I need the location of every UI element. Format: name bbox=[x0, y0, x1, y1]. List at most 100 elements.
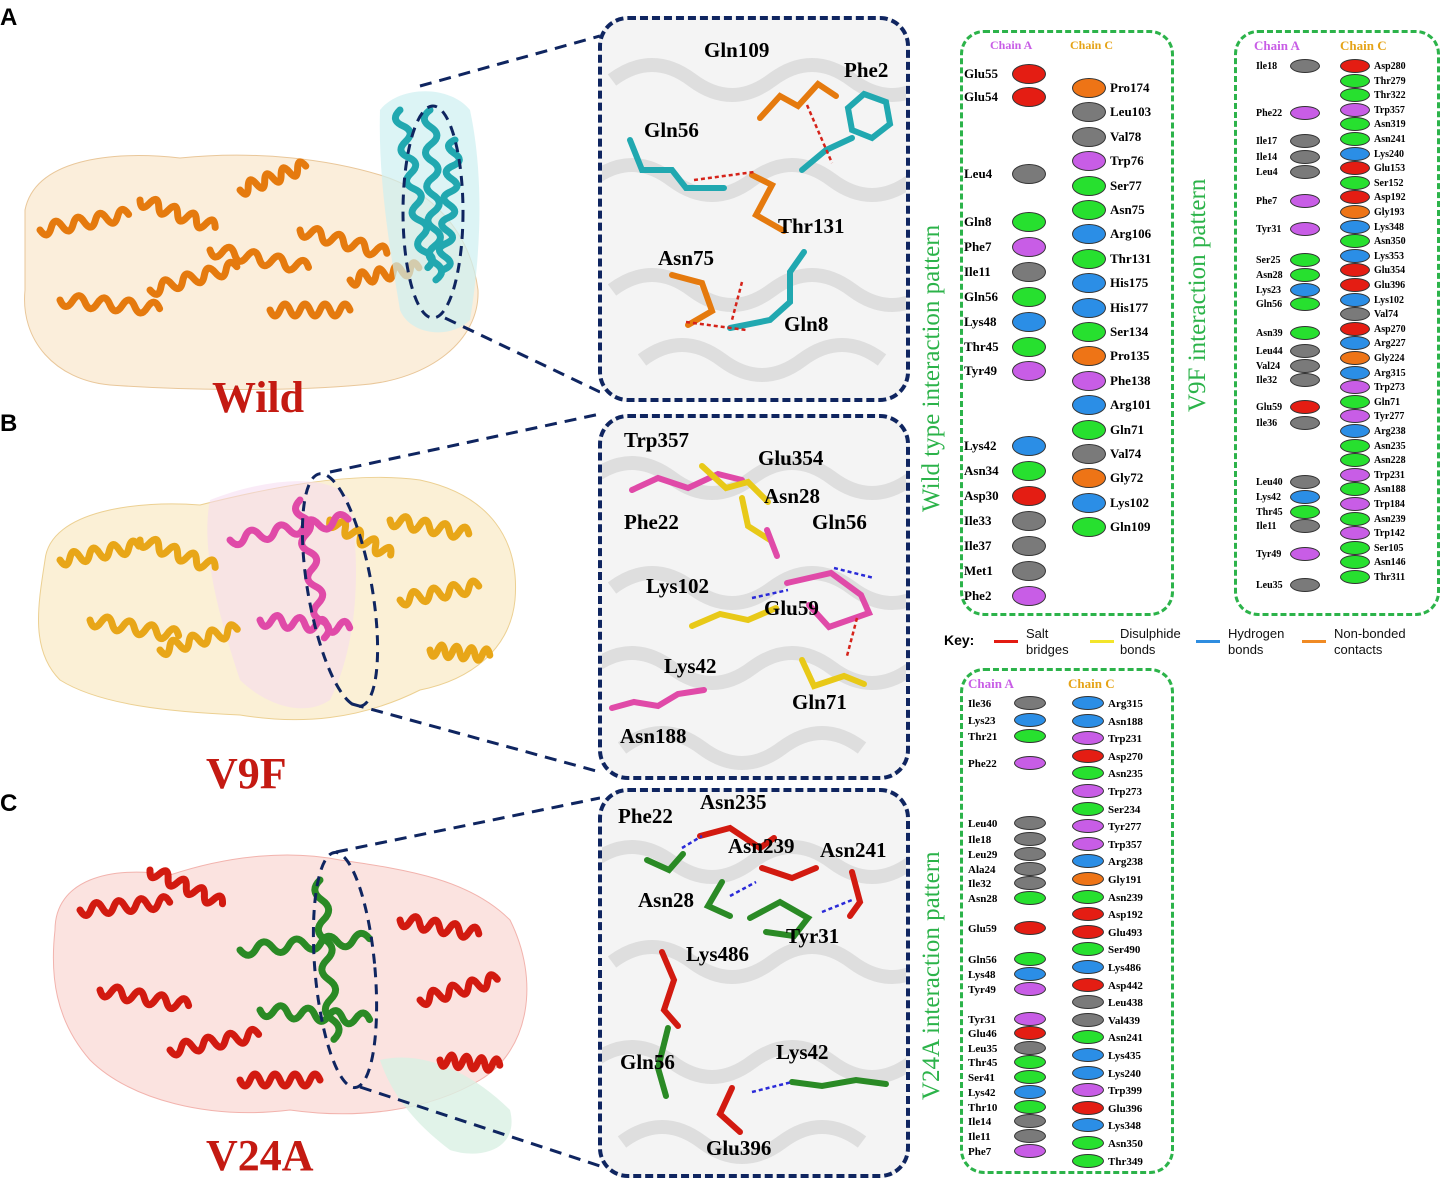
chain-c-residue-label: Asp192 bbox=[1374, 192, 1406, 204]
chain-c-residue-label: Glu354 bbox=[1374, 265, 1406, 277]
chain-a-residue-marker bbox=[1014, 1041, 1046, 1055]
chain-c-residue-label: His175 bbox=[1110, 275, 1149, 291]
chain-a-residue-marker bbox=[1012, 262, 1046, 282]
chain-c-residue-marker bbox=[1072, 960, 1104, 974]
chain-c-residue-marker bbox=[1072, 801, 1104, 816]
chain-a-residue-marker bbox=[1290, 505, 1320, 519]
chain-a-residue-marker bbox=[1012, 212, 1046, 232]
key-label-salt-bridges-2: bridges bbox=[1026, 642, 1069, 657]
chain-a-residue-label: Ala24 bbox=[968, 864, 996, 876]
chain-a-residue-marker bbox=[1014, 1085, 1046, 1099]
chain-c-residue-marker bbox=[1340, 102, 1370, 117]
chain-a-residue-marker bbox=[1290, 253, 1320, 267]
residue-label: Lys102 bbox=[646, 574, 710, 598]
chain-a-residue-label: Ser25 bbox=[1256, 255, 1281, 266]
chain-c-residue-label: Thr279 bbox=[1374, 75, 1406, 87]
chain-a-residue-label: Tyr31 bbox=[968, 1014, 996, 1026]
chain-a-residue-marker bbox=[1014, 891, 1046, 905]
residue-label: Asn28 bbox=[638, 888, 695, 912]
chain-a-residue-marker bbox=[1014, 921, 1046, 935]
chain-c-residue-marker bbox=[1340, 380, 1370, 395]
chain-c-residue-marker bbox=[1072, 995, 1104, 1010]
chain-c-residue-label: Arg227 bbox=[1374, 338, 1406, 350]
chain-a-residue-label: Phe7 bbox=[968, 1146, 992, 1158]
chain-c-residue-marker bbox=[1340, 263, 1370, 278]
chain-a-residue-marker bbox=[1290, 165, 1320, 179]
chain-c-residue-marker bbox=[1072, 1083, 1104, 1098]
chain-a-residue-marker bbox=[1290, 106, 1320, 120]
residue-label: Asn188 bbox=[620, 724, 687, 748]
chain-a-residue-label: Phe7 bbox=[1256, 196, 1278, 207]
chain-a-residue-label: Leu29 bbox=[968, 849, 998, 861]
chain-c-residue-marker bbox=[1072, 766, 1104, 781]
chain-a-header: Chain A bbox=[1254, 38, 1300, 53]
protein-v24a bbox=[52, 796, 600, 1168]
chain-c-residue-marker bbox=[1072, 248, 1106, 269]
chain-a-residue-label: Met1 bbox=[964, 563, 993, 578]
chain-c-residue-label: Asn239 bbox=[1374, 513, 1406, 525]
chain-c-residue-marker bbox=[1340, 394, 1370, 409]
chain-c-residue-marker bbox=[1072, 1030, 1104, 1045]
chain-c-residue-label: Asp270 bbox=[1374, 323, 1406, 335]
chain-c-residue-marker bbox=[1072, 819, 1104, 834]
key-label-non-bonded-2: contacts bbox=[1334, 642, 1383, 657]
protein-wild bbox=[24, 34, 600, 394]
residue-label: Phe22 bbox=[624, 510, 679, 534]
chain-c-residue-label: Val74 bbox=[1110, 446, 1142, 461]
residue-label: Trp357 bbox=[624, 428, 689, 452]
chain-a-residue-marker bbox=[1012, 337, 1046, 357]
chain-c-residue-label: Lys353 bbox=[1374, 250, 1405, 262]
chain-a-residue-marker bbox=[1014, 1114, 1046, 1128]
chain-c-residue-marker bbox=[1072, 419, 1106, 440]
chain-c-residue-marker bbox=[1072, 1118, 1104, 1133]
chain-a-residue-marker bbox=[1290, 400, 1320, 414]
chain-c-residue-marker bbox=[1340, 248, 1370, 263]
chain-a-residue-marker bbox=[1014, 1026, 1046, 1040]
chain-a-residue-marker bbox=[1014, 952, 1046, 966]
chain-a-residue-label: Ile14 bbox=[1256, 152, 1278, 163]
chain-a-residue-label: Thr45 bbox=[964, 339, 999, 354]
inset-wild bbox=[598, 16, 910, 402]
chain-c-residue-marker bbox=[1340, 175, 1370, 190]
chain-c-residue-marker bbox=[1340, 161, 1370, 176]
residue-label: Glu354 bbox=[758, 446, 824, 470]
chain-a-residue-label: Asn39 bbox=[1256, 328, 1283, 339]
chain-c-residue-label: Tyr277 bbox=[1374, 411, 1405, 423]
chain-a-residue-marker bbox=[1014, 847, 1046, 861]
key-label-disulphide-2: bonds bbox=[1120, 642, 1156, 657]
panel-letter-b: B bbox=[0, 410, 18, 437]
chain-a-residue-label: Tyr49 bbox=[964, 363, 997, 378]
chain-a-residue-label: Lys42 bbox=[1256, 492, 1282, 503]
chain-c-residue-marker bbox=[1072, 748, 1104, 763]
chain-a-residue-marker bbox=[1290, 519, 1320, 533]
chain-a-residue-marker bbox=[1014, 1129, 1046, 1143]
chain-a-residue-label: Ile14 bbox=[968, 1116, 992, 1128]
chain-c-residue-label: Val74 bbox=[1374, 309, 1399, 321]
chain-c-residue-label: Trp184 bbox=[1374, 499, 1405, 510]
chain-c-residue-marker bbox=[1340, 73, 1370, 88]
chain-c-residue-marker bbox=[1072, 854, 1104, 869]
chain-c-residue-marker bbox=[1072, 322, 1106, 342]
chain-c-residue-label: Gly193 bbox=[1374, 207, 1405, 218]
chain-c-residue-label: Ser105 bbox=[1374, 542, 1404, 554]
chain-c-residue-label: His177 bbox=[1110, 299, 1149, 315]
chain-c-residue-label: Trp273 bbox=[1108, 786, 1143, 798]
chain-a-residue-marker bbox=[1290, 268, 1320, 282]
key-line-disulphide bbox=[1090, 640, 1114, 643]
chain-a-residue-marker bbox=[1014, 1012, 1046, 1026]
chain-c-residue-marker bbox=[1340, 292, 1370, 307]
interaction-box-v24a bbox=[960, 668, 1174, 1174]
chain-c-residue-marker bbox=[1072, 102, 1106, 123]
chain-c-residue-label: Lys486 bbox=[1108, 962, 1142, 974]
chain-a-residue-label: Phe2 bbox=[964, 588, 992, 603]
chain-c-residue-label: Trp357 bbox=[1374, 104, 1405, 116]
chain-c-residue-marker bbox=[1072, 200, 1106, 220]
residue-label: Glu59 bbox=[764, 596, 819, 620]
chain-c-residue-label: Trp399 bbox=[1108, 1085, 1143, 1098]
residue-label: Asn28 bbox=[764, 484, 821, 508]
chain-a-residue-marker bbox=[1014, 816, 1046, 830]
chain-c-residue-label: Gly72 bbox=[1110, 470, 1144, 486]
chain-c-residue-label: Asn188 bbox=[1374, 484, 1406, 496]
chain-a-residue-marker bbox=[1012, 64, 1046, 84]
chain-c-residue-label: Ser152 bbox=[1374, 177, 1404, 189]
